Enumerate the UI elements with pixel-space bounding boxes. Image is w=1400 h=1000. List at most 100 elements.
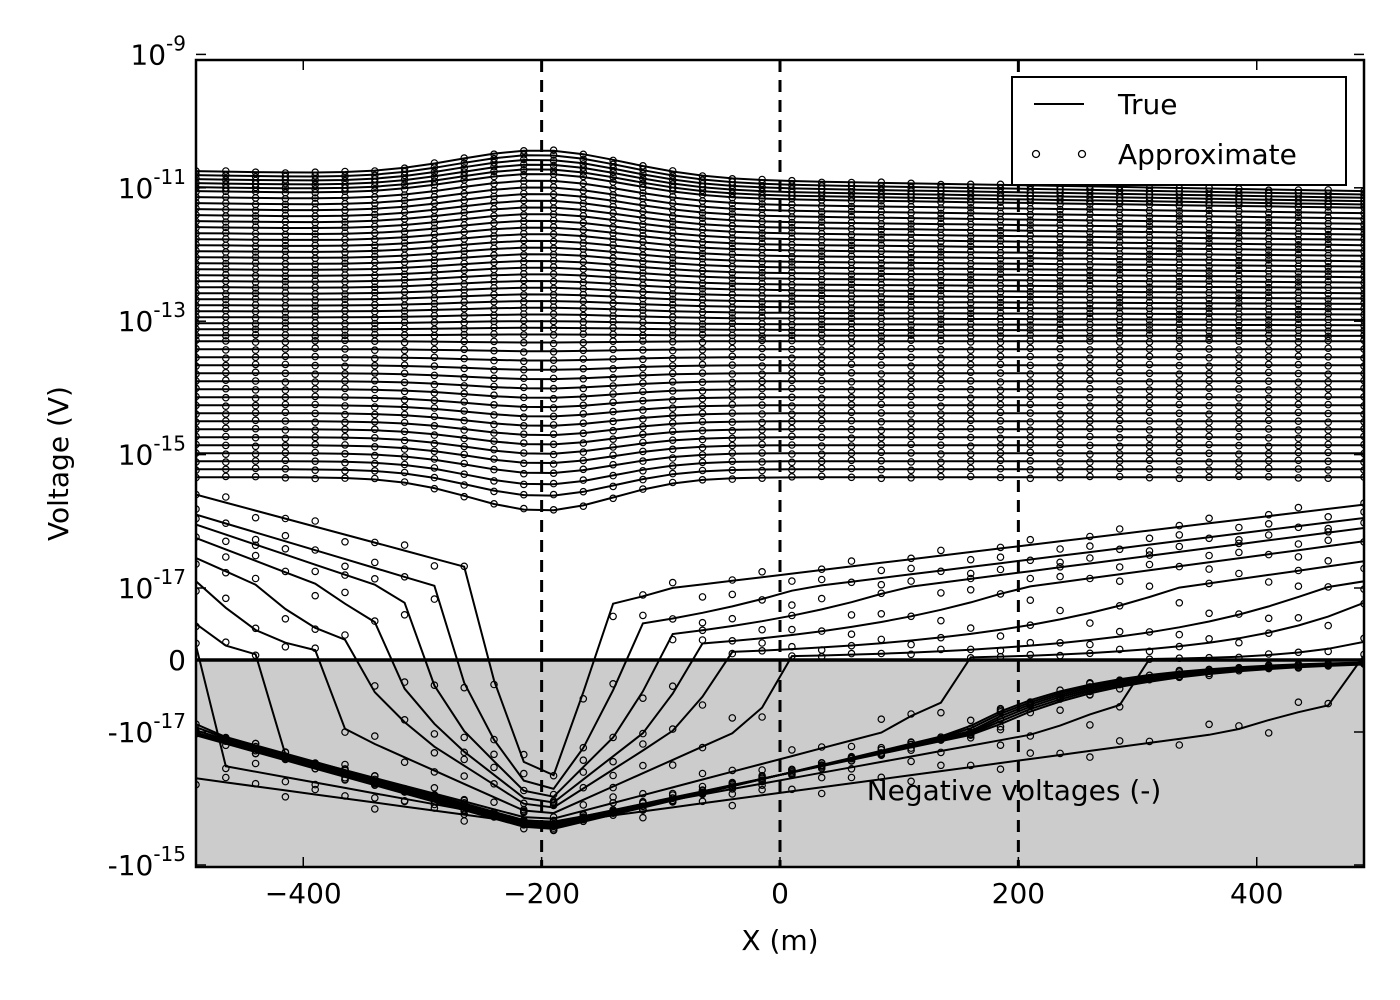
approx-point xyxy=(519,393,528,402)
approx-point xyxy=(1086,210,1094,219)
approx-point xyxy=(758,449,766,457)
x-tick-label: 200 xyxy=(992,877,1045,910)
approx-point xyxy=(311,307,320,316)
approx-point xyxy=(1294,310,1303,319)
approx-point xyxy=(430,484,439,493)
approx-point xyxy=(668,454,677,462)
approx-point xyxy=(1026,210,1035,219)
approx-point xyxy=(847,473,856,482)
approx-point xyxy=(668,176,677,184)
approx-point xyxy=(1324,392,1333,401)
approx-point xyxy=(788,376,796,385)
approx-point xyxy=(1175,305,1184,314)
approx-point xyxy=(1294,474,1303,482)
approx-point xyxy=(579,476,588,484)
approx-point xyxy=(1360,194,1364,203)
approx-point xyxy=(1235,261,1243,270)
approx-point xyxy=(1056,200,1064,208)
approx-point xyxy=(519,316,528,325)
approx-point xyxy=(1115,424,1124,433)
approx-point xyxy=(519,403,528,412)
approx-point xyxy=(817,247,826,256)
approx-point xyxy=(1056,287,1064,295)
approx-point xyxy=(817,627,826,635)
approx-point xyxy=(1056,362,1064,371)
approx-point xyxy=(370,403,379,411)
approx-point xyxy=(341,474,349,482)
approx-point xyxy=(698,345,707,354)
approx-point xyxy=(1294,426,1303,434)
approx-point xyxy=(728,239,737,248)
approx-point xyxy=(251,278,260,287)
approx-point xyxy=(877,230,886,239)
true-curve-20 xyxy=(196,266,1364,284)
approx-point xyxy=(668,354,677,363)
approx-point xyxy=(728,714,737,722)
approx-point xyxy=(728,185,737,193)
approx-point xyxy=(222,594,230,603)
approx-point xyxy=(1056,651,1064,660)
approx-point xyxy=(907,746,915,755)
approx-point xyxy=(549,421,558,429)
approx-point xyxy=(788,223,796,232)
true-curve-12 xyxy=(196,213,1364,241)
approx-point xyxy=(370,337,379,346)
approx-point xyxy=(1264,189,1273,198)
approx-point xyxy=(728,785,737,793)
approx-point xyxy=(460,470,469,479)
approx-point xyxy=(937,432,945,441)
approx-point xyxy=(311,194,320,202)
approx-point xyxy=(877,202,886,210)
approx-point xyxy=(579,768,588,776)
approx-point xyxy=(400,270,409,279)
approx-point xyxy=(222,354,230,363)
approx-point xyxy=(1360,345,1364,353)
approx-point xyxy=(996,565,1005,574)
approx-point xyxy=(698,378,707,387)
approx-point xyxy=(788,402,796,410)
approx-point xyxy=(817,409,826,417)
approx-point xyxy=(966,394,975,403)
true-curve-52 xyxy=(196,537,1364,804)
approx-point xyxy=(281,386,290,394)
true-curve-48 xyxy=(196,476,1364,512)
approx-point xyxy=(907,440,915,449)
approx-point xyxy=(1235,539,1243,548)
approx-point xyxy=(460,492,469,501)
approx-point xyxy=(1360,518,1364,527)
approx-point xyxy=(1324,448,1333,457)
approx-point xyxy=(817,394,826,403)
approx-point xyxy=(996,184,1005,193)
approx-point xyxy=(579,439,588,447)
approx-point xyxy=(639,162,647,170)
approx-point xyxy=(1360,209,1364,217)
approx-point xyxy=(1115,525,1124,533)
approx-point xyxy=(1115,196,1124,205)
approx-point xyxy=(1205,369,1213,378)
approx-point xyxy=(1145,283,1154,292)
approx-point xyxy=(519,750,528,759)
approx-point xyxy=(549,166,558,174)
approx-point xyxy=(966,401,975,410)
approx-point xyxy=(1205,534,1213,543)
approx-point xyxy=(788,601,796,609)
approx-point xyxy=(609,337,617,346)
approx-point xyxy=(1294,698,1303,707)
approx-point xyxy=(1115,326,1124,335)
approx-point xyxy=(1235,354,1243,362)
true-curve-9 xyxy=(196,193,1364,225)
approx-point xyxy=(907,220,915,228)
approx-point xyxy=(1115,645,1124,654)
approx-point xyxy=(728,314,737,322)
approx-point xyxy=(430,256,439,265)
approx-point xyxy=(847,393,856,402)
approx-point xyxy=(251,457,260,465)
approx-point xyxy=(758,384,766,393)
approx-point xyxy=(1115,232,1124,241)
approx-point xyxy=(519,365,528,374)
approx-point xyxy=(1145,473,1154,482)
approx-point xyxy=(1115,298,1124,307)
approx-point xyxy=(1145,534,1154,543)
approx-point xyxy=(1294,441,1303,450)
approx-point xyxy=(1324,433,1333,441)
